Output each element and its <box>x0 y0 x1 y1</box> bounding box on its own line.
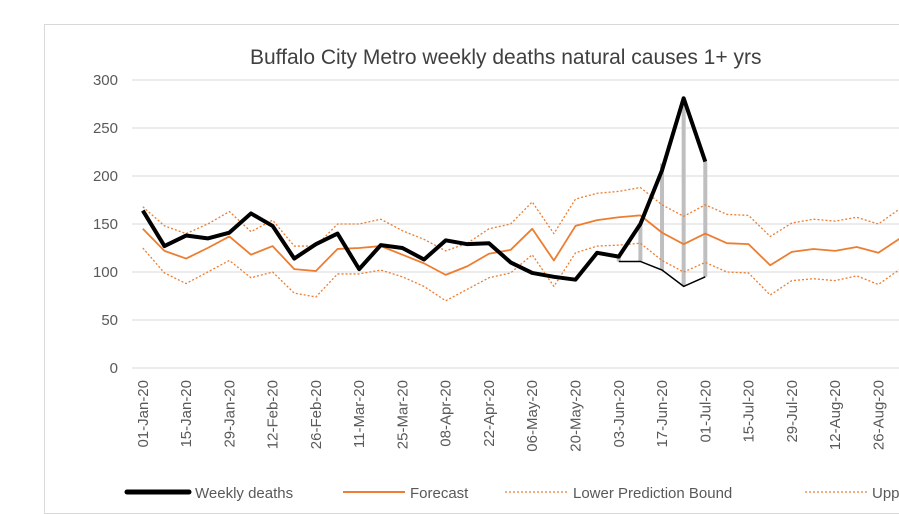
legend-label: Lower Prediction Bound <box>573 485 732 502</box>
legend-label: Forecast <box>410 485 469 502</box>
x-tick-label: 12-Aug-20 <box>827 380 844 450</box>
legend-label: Upp <box>872 485 899 502</box>
prediction-gap-bars <box>616 98 708 288</box>
series-line-weekly-deaths <box>141 96 708 282</box>
series-line-forecast <box>142 214 899 276</box>
y-tick-label: 50 <box>101 312 118 329</box>
x-tick-label: 29-Jan-20 <box>221 380 238 448</box>
series-line-lower-prediction-bound <box>142 242 899 302</box>
x-tick-label: 29-Jul-20 <box>784 380 801 443</box>
x-tick-label: 03-Jun-20 <box>611 380 628 448</box>
chart-title: Buffalo City Metro weekly deaths natural… <box>250 46 761 69</box>
x-tick-label: 12-Feb-20 <box>265 380 282 449</box>
y-tick-label: 200 <box>93 168 118 185</box>
x-tick-label: 26-Feb-20 <box>308 380 325 449</box>
y-tick-label: 150 <box>93 216 118 233</box>
x-axis-tick-labels: 01-Jan-20 15-Jan-20 29-Jan-20 12-Feb-20 26-F… <box>135 380 888 452</box>
series-line-upper-prediction-bound <box>142 186 899 252</box>
y-tick-label: 250 <box>93 120 118 137</box>
x-tick-label: 08-Apr-20 <box>438 380 455 447</box>
x-tick-label: 25-Mar-20 <box>394 380 411 449</box>
x-tick-label: 01-Jan-20 <box>135 380 152 448</box>
series-lines <box>141 96 899 302</box>
gridlines <box>132 79 899 369</box>
x-tick-label: 26-Aug-20 <box>870 380 887 450</box>
x-tick-label: 20-May-20 <box>567 380 584 452</box>
x-tick-label: 22-Apr-20 <box>481 380 498 447</box>
legend: Weekly deaths Forecast Lower Prediction Bo… <box>124 485 899 502</box>
y-tick-label: 100 <box>93 264 118 281</box>
x-tick-label: 15-Jul-20 <box>741 380 758 443</box>
x-tick-label: 01-Jul-20 <box>697 380 714 443</box>
x-tick-label: 15-Jan-20 <box>178 380 195 448</box>
x-tick-label: 17-Jun-20 <box>654 380 671 448</box>
y-tick-label: 0 <box>110 360 118 377</box>
legend-label: Weekly deaths <box>195 485 293 502</box>
x-tick-label: 11-Mar-20 <box>351 380 368 448</box>
x-tick-label: 06-May-20 <box>524 380 541 452</box>
gap-bar-base-line <box>618 260 706 288</box>
y-axis-tick-labels: 0 50 100 150 200 250 300 <box>93 72 118 377</box>
y-tick-label: 300 <box>93 72 118 89</box>
